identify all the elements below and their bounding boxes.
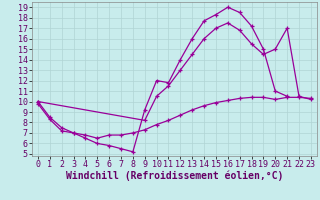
X-axis label: Windchill (Refroidissement éolien,°C): Windchill (Refroidissement éolien,°C) — [66, 171, 283, 181]
